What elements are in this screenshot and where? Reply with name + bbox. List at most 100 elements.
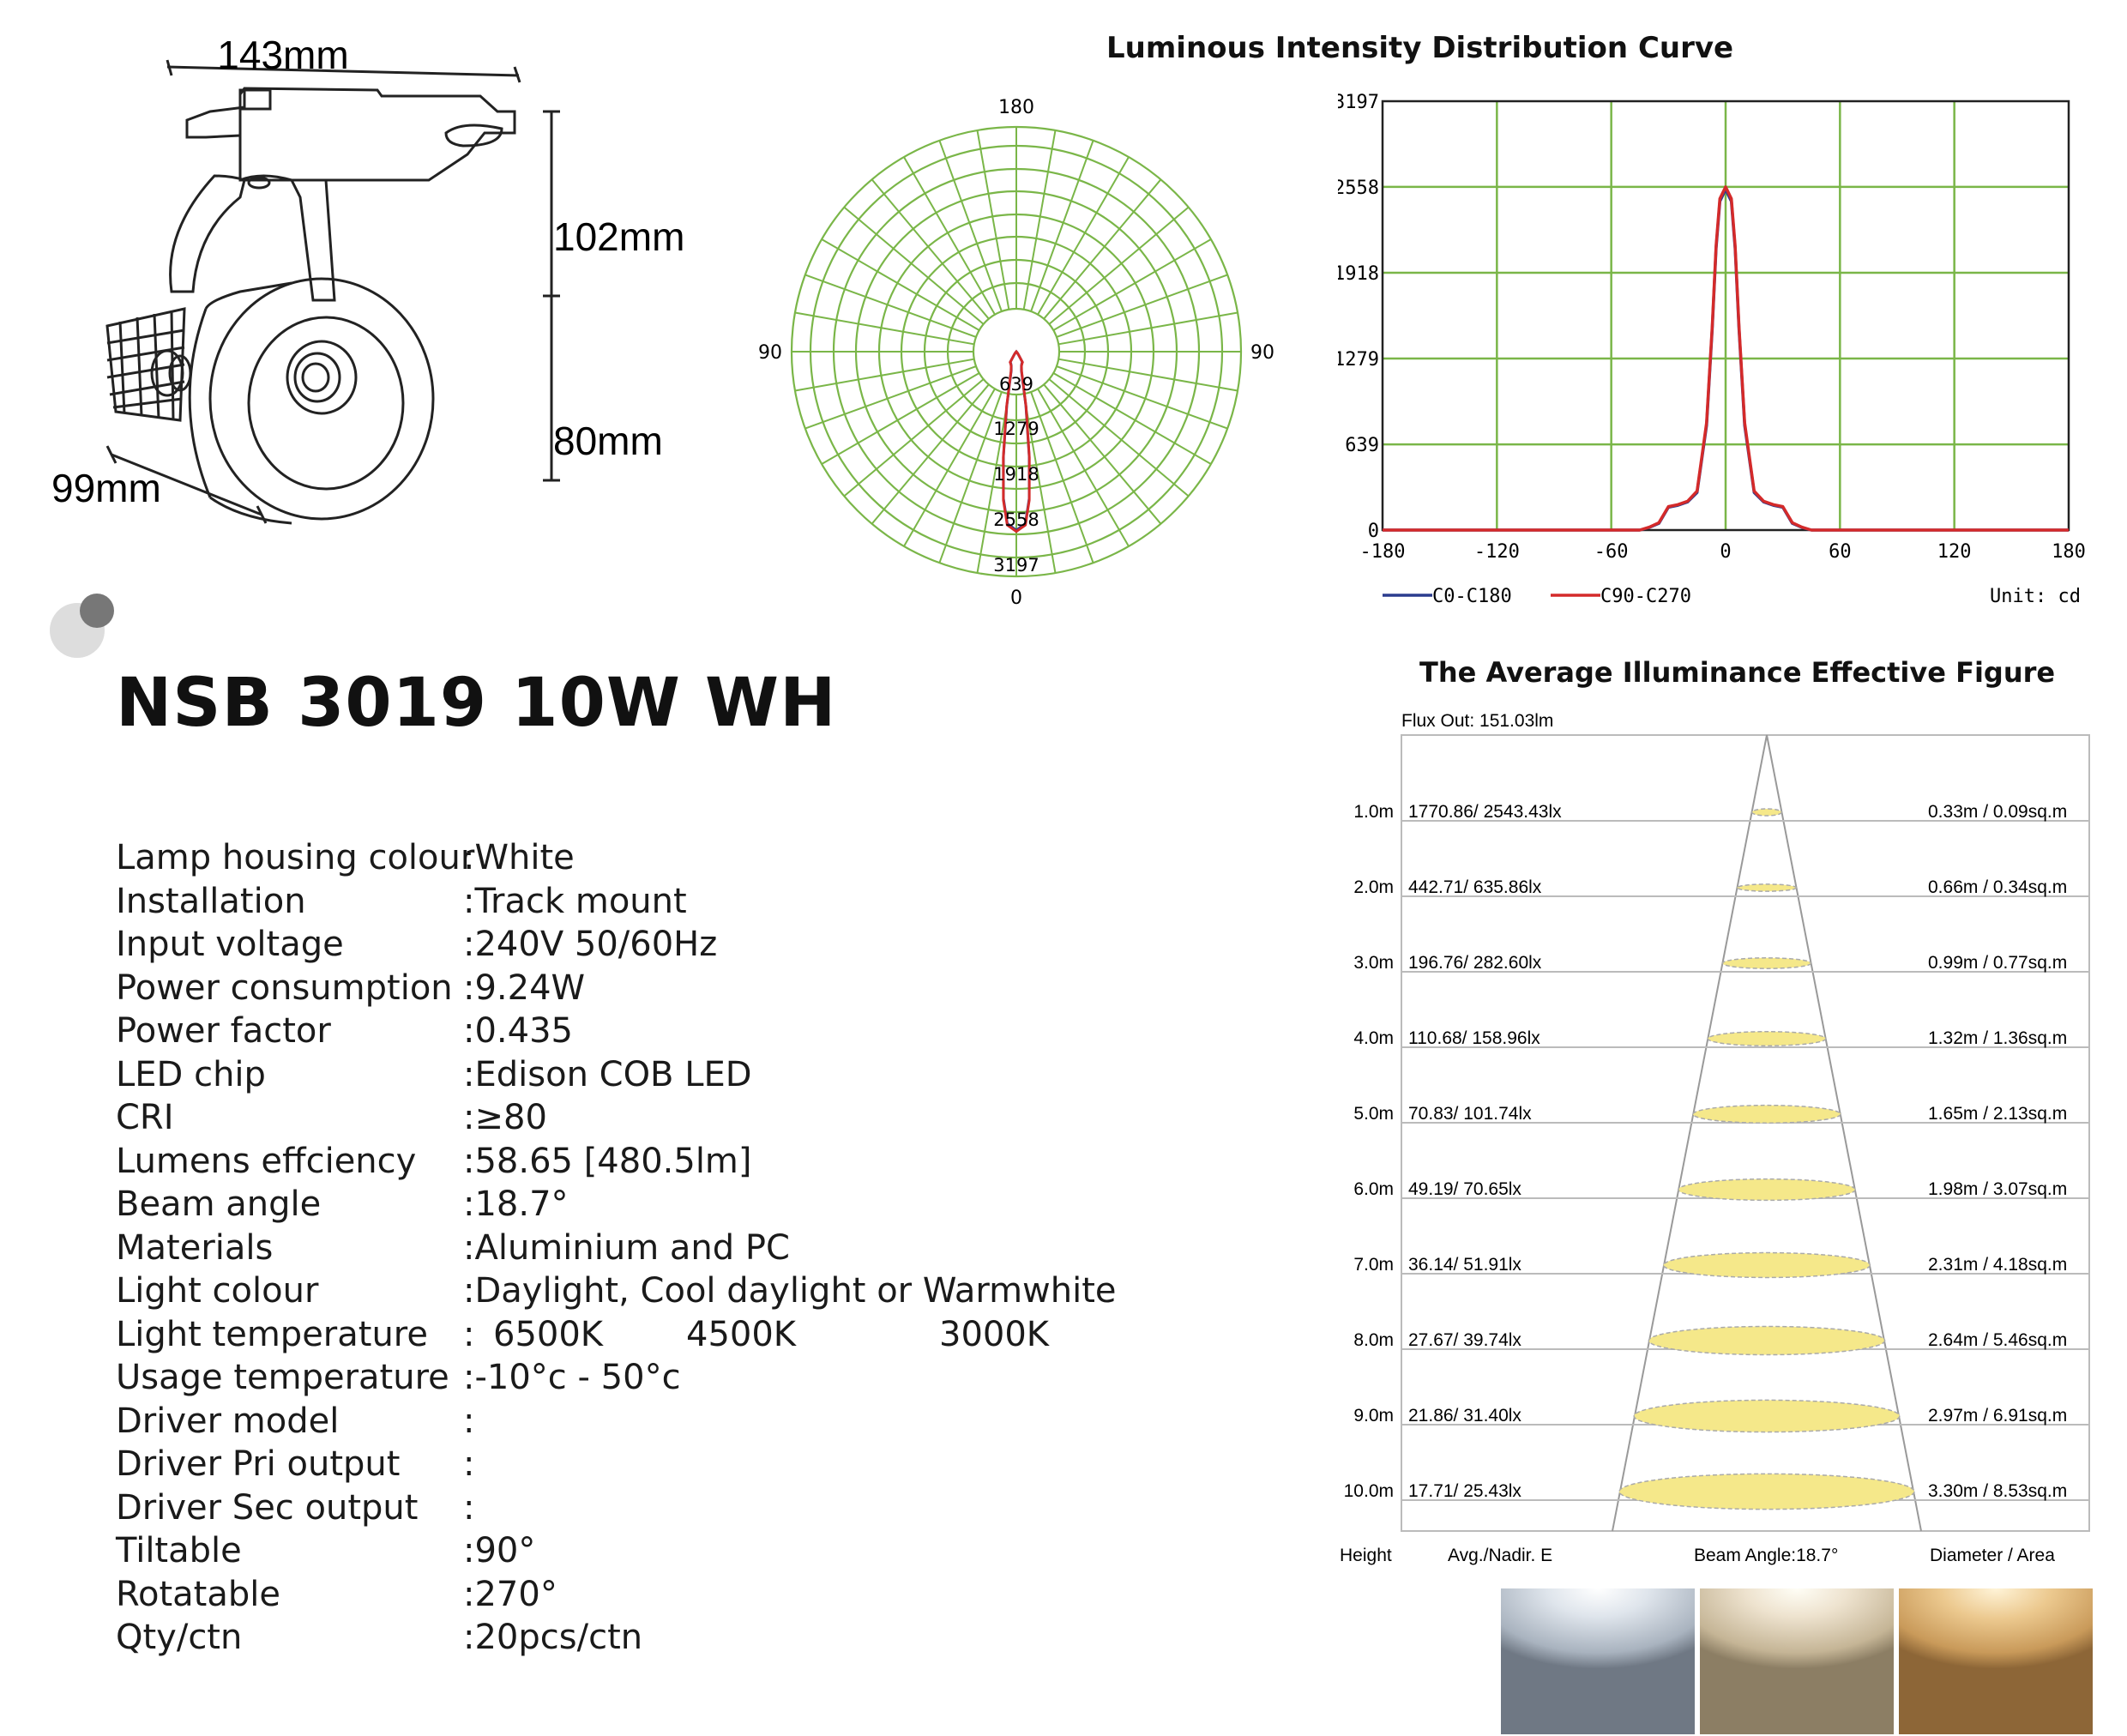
polar-spoke	[804, 274, 977, 338]
x-tick-label: -180	[1360, 541, 1406, 563]
footer-beam: Beam Angle:18.7°	[1694, 1546, 1838, 1565]
polar-spoke	[871, 178, 990, 320]
row-illuminance: 70.83/ 101.74lx	[1408, 1104, 1532, 1124]
product-dimension-drawing: 143mm 102mm 80mm 99mm	[51, 33, 684, 525]
row-height: 6.0m	[1353, 1179, 1394, 1199]
polar-spoke	[903, 388, 996, 547]
footer-avg: Avg./Nadir. E	[1448, 1546, 1552, 1565]
illuminance-ellipse	[1618, 1473, 1915, 1510]
spec-value: :White	[463, 838, 575, 877]
light-temperature-value: 4500K	[686, 1314, 797, 1354]
row-diameter: 2.97m / 6.91sq.m	[1928, 1406, 2067, 1426]
row-illuminance: 442.71/ 635.86lx	[1408, 877, 1542, 897]
polar-ring-label: 2558	[993, 509, 1039, 530]
illuminance-ellipse	[1648, 1325, 1886, 1356]
row-height: 8.0m	[1353, 1330, 1394, 1350]
illuminance-ellipse	[1721, 957, 1812, 969]
spec-label: Input voltage	[116, 925, 344, 964]
polar-spoke	[976, 130, 1010, 310]
row-illuminance: 110.68/ 158.96lx	[1408, 1028, 1540, 1048]
row-diameter: 2.64m / 5.46sq.m	[1928, 1330, 2067, 1350]
x-tick-label: 120	[1937, 541, 1972, 563]
spec-label: Light colour	[116, 1271, 319, 1311]
spec-value: :	[463, 1487, 475, 1528]
row-diameter: 0.99m / 0.77sq.m	[1928, 953, 2067, 973]
polar-spoke	[1056, 274, 1228, 338]
polar-label-bottom: 0	[1010, 588, 1022, 609]
polar-grid	[790, 125, 1243, 578]
polar-distribution-chart: 180 90 90 0 639 1279 1918 2558 3197	[758, 97, 1274, 609]
beam-cone-edge	[1766, 734, 1922, 1532]
curve-section-title: Luminous Intensity Distribution Curve	[1106, 31, 1734, 65]
row-illuminance: 36.14/ 51.91lx	[1408, 1255, 1521, 1275]
spec-value: :0.435	[463, 1011, 573, 1051]
polar-spoke	[871, 383, 990, 525]
spec-label: Light temperature	[116, 1314, 428, 1354]
dim-depth: 99mm	[51, 466, 161, 510]
light-colour-swatches	[1501, 1588, 2127, 1734]
polar-spoke	[804, 365, 977, 430]
row-height: 9.0m	[1353, 1406, 1394, 1426]
beam-cone-edge	[1612, 734, 1768, 1532]
polar-label-right: 90	[1250, 342, 1274, 364]
polar-spoke	[821, 372, 980, 465]
row-diameter: 2.31m / 4.18sq.m	[1928, 1255, 2067, 1275]
row-illuminance: 49.19/ 70.65lx	[1408, 1179, 1521, 1199]
polar-ring-label: 639	[999, 374, 1033, 395]
spec-value: :≥80	[463, 1098, 547, 1137]
product-title: NSB 3019 10W WH	[116, 665, 837, 742]
illuminance-frame	[1401, 734, 2090, 1532]
illuminance-ellipse	[1662, 1251, 1871, 1279]
polar-spoke	[938, 140, 1003, 312]
illuminance-ellipse	[1692, 1104, 1841, 1124]
dim-height-head: 80mm	[553, 419, 663, 463]
polar-spoke	[843, 378, 985, 497]
spec-value: :	[463, 1444, 475, 1484]
spec-label: Beam angle	[116, 1184, 322, 1224]
row-height: 10.0m	[1344, 1481, 1394, 1501]
x-tick-label: 180	[2052, 541, 2086, 563]
spec-label: Installation	[116, 881, 306, 921]
polar-spoke	[1030, 140, 1094, 312]
footer-height: Height	[1340, 1546, 1392, 1565]
polar-spoke	[1058, 311, 1238, 346]
spec-label: Driver Pri output	[116, 1444, 401, 1484]
polar-spoke	[794, 311, 974, 346]
spec-label: Lamp housing colour	[116, 838, 475, 877]
spec-label: Power factor	[116, 1011, 331, 1051]
y-tick-label: 1918	[1338, 263, 1379, 285]
spec-value: :58.65 [480.5lm]	[463, 1141, 752, 1181]
row-diameter: 0.33m / 0.09sq.m	[1928, 802, 2067, 822]
plot-frame	[1381, 99, 2070, 532]
chart-legend: C0-C180 C90-C270	[1383, 586, 1691, 607]
row-diameter: 1.65m / 2.13sq.m	[1928, 1104, 2067, 1124]
light-temperature-value: 6500K	[493, 1314, 604, 1354]
y-tick-label: 2558	[1338, 178, 1379, 199]
spec-value: :-10°c - 50°c	[463, 1358, 681, 1397]
spec-label: Driver model	[116, 1401, 340, 1441]
illuminance-ellipse	[1678, 1178, 1856, 1202]
polar-spoke	[976, 394, 1010, 574]
spec-label: CRI	[116, 1098, 174, 1137]
polar-spoke	[821, 238, 980, 331]
polar-spoke	[794, 358, 974, 392]
cartesian-grid	[1381, 99, 2070, 532]
spec-value: :240V 50/60Hz	[463, 925, 718, 964]
dim-height-total: 102mm	[553, 214, 684, 259]
polar-spoke	[1037, 388, 1130, 547]
x-tick-label: 60	[1829, 541, 1852, 563]
x-tick-label: -60	[1594, 541, 1629, 563]
polar-spoke	[1043, 178, 1162, 320]
legend-label: C90-C270	[1600, 586, 1691, 607]
row-height: 1.0m	[1353, 802, 1394, 822]
spec-label: Lumens effciency	[116, 1141, 417, 1181]
spec-value: :9.24W	[463, 967, 586, 1008]
illuminance-section-title: The Average Illuminance Effective Figure	[1419, 656, 2056, 689]
spec-label: LED chip	[116, 1054, 266, 1094]
spec-label: Materials	[116, 1227, 274, 1268]
illuminance-ellipse	[1707, 1030, 1827, 1047]
polar-label-top: 180	[998, 97, 1034, 118]
cartesian-ticks: -180 -120 -60 0 60 120 180 0 639 1279 1918 2558 3197	[1338, 92, 2086, 563]
polar-ring-label: 1279	[993, 419, 1039, 439]
footer-diameter: Diameter / Area	[1930, 1546, 2055, 1565]
